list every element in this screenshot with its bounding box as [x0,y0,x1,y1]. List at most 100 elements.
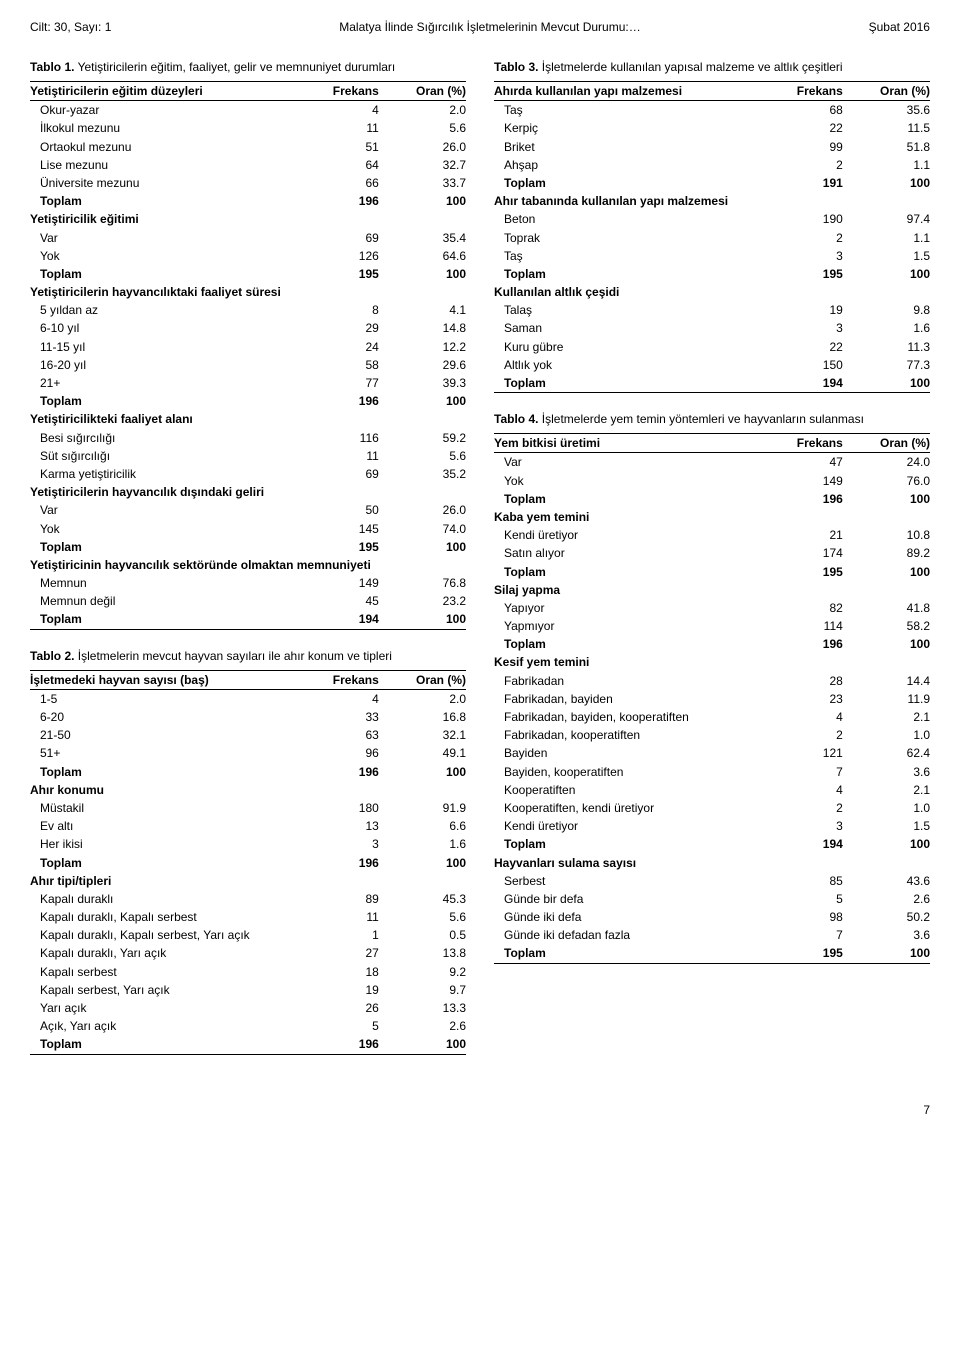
table-row: Toplam196100 [30,1035,466,1054]
row-pct: 76.8 [379,574,466,592]
table-row: Memnun14976.8 [30,574,466,592]
table-row: 51+9649.1 [30,744,466,762]
row-freq: 194 [292,610,379,629]
row-pct: 39.3 [379,374,466,392]
page-number: 7 [30,1103,930,1117]
row-label: Saman [494,319,756,337]
row-pct: 12.2 [379,338,466,356]
table-row: Bayiden, kooperatiften73.6 [494,763,930,781]
row-pct: 59.2 [379,429,466,447]
row-freq: 194 [756,835,843,853]
table-row: Toplam196100 [30,763,466,781]
content-columns: Tablo 1. Yetiştiricilerin eğitim, faaliy… [30,59,930,1073]
row-pct: 9.8 [843,301,930,319]
table-row: Her ikisi31.6 [30,835,466,853]
row-label: 6-20 [30,708,292,726]
row-pct: 0.5 [379,926,466,944]
row-freq: 13 [292,817,379,835]
row-pct: 1.5 [843,247,930,265]
table-row: 6-10 yıl2914.8 [30,319,466,337]
row-label: Var [494,453,756,472]
row-pct: 29.6 [379,356,466,374]
row-label: Yarı açık [30,999,292,1017]
table-title-text: Yetiştiricilerin eğitim, faaliyet, gelir… [74,60,395,74]
table-row: Günde bir defa52.6 [494,890,930,908]
table-row: Yetiştiricilerin hayvancılıktaki faaliye… [30,283,466,301]
row-pct: 1.6 [379,835,466,853]
row-label: Üniversite mezunu [30,174,292,192]
table-title-label: Tablo 4. [494,412,538,426]
row-freq: 3 [756,319,843,337]
header-right: Şubat 2016 [869,20,930,34]
table-row: Fabrikadan, bayiden, kooperatiften42.1 [494,708,930,726]
row-freq: 5 [756,890,843,908]
table-row: Yapıyor8241.8 [494,599,930,617]
row-freq: 196 [292,392,379,410]
row-pct: 11.5 [843,119,930,137]
row-pct: 100 [843,374,930,393]
row-label: Toplam [494,944,756,963]
row-freq: 195 [756,944,843,963]
row-freq: 8 [292,301,379,319]
row-pct: 26.0 [379,138,466,156]
table-header-num: Frekans [756,434,843,453]
row-label: Toplam [494,835,756,853]
data-table: İşletmedeki hayvan sayısı (baş)FrekansOr… [30,670,466,1055]
row-freq: 191 [756,174,843,192]
row-pct: 32.1 [379,726,466,744]
row-freq: 28 [756,672,843,690]
row-label: Briket [494,138,756,156]
row-freq: 4 [292,101,379,120]
row-freq: 149 [756,472,843,490]
row-pct: 24.0 [843,453,930,472]
row-freq: 3 [756,247,843,265]
row-freq: 7 [756,926,843,944]
row-freq: 195 [756,563,843,581]
row-label: Toplam [30,538,292,556]
table-header-num: Oran (%) [379,670,466,689]
row-freq: 96 [292,744,379,762]
row-freq: 196 [292,854,379,872]
table-row: Var4724.0 [494,453,930,472]
row-freq: 45 [292,592,379,610]
table-header-num: Oran (%) [379,82,466,101]
table-header-label: Ahırda kullanılan yapı malzemesi [494,82,756,101]
row-label: Memnun [30,574,292,592]
row-freq: 4 [756,781,843,799]
row-label: Kuru gübre [494,338,756,356]
row-freq: 116 [292,429,379,447]
row-freq: 11 [292,119,379,137]
row-label: Kapalı duraklı, Kapalı serbest [30,908,292,926]
table-row: Yapmıyor11458.2 [494,617,930,635]
row-label: Kapalı serbest, Yarı açık [30,981,292,999]
row-freq: 196 [292,763,379,781]
row-pct: 11.9 [843,690,930,708]
table-header-label: Yetiştiricilerin eğitim düzeyleri [30,82,292,101]
row-freq: 69 [292,465,379,483]
table-row: Kapalı serbest189.2 [30,963,466,981]
row-label: 1-5 [30,689,292,708]
section-header: Ahır tipi/tipleri [30,872,466,890]
section-header: Yetiştiricilikteki faaliyet alanı [30,410,466,428]
row-freq: 150 [756,356,843,374]
row-pct: 33.7 [379,174,466,192]
row-freq: 145 [292,520,379,538]
row-label: Ahşap [494,156,756,174]
row-pct: 1.0 [843,726,930,744]
row-label: Toprak [494,229,756,247]
table-row: Okur-yazar42.0 [30,101,466,120]
table-row: Ahşap21.1 [494,156,930,174]
row-label: Süt sığırcılığı [30,447,292,465]
row-freq: 3 [292,835,379,853]
row-label: Toplam [494,563,756,581]
row-pct: 10.8 [843,526,930,544]
row-freq: 2 [756,799,843,817]
section-header: Yetiştiricinin hayvancılık sektöründe ol… [30,556,466,574]
row-pct: 9.7 [379,981,466,999]
row-freq: 21 [756,526,843,544]
row-label: Lise mezunu [30,156,292,174]
table-row: Lise mezunu6432.7 [30,156,466,174]
table-row: 16-20 yıl5829.6 [30,356,466,374]
row-label: Serbest [494,872,756,890]
table-row: Memnun değil4523.2 [30,592,466,610]
